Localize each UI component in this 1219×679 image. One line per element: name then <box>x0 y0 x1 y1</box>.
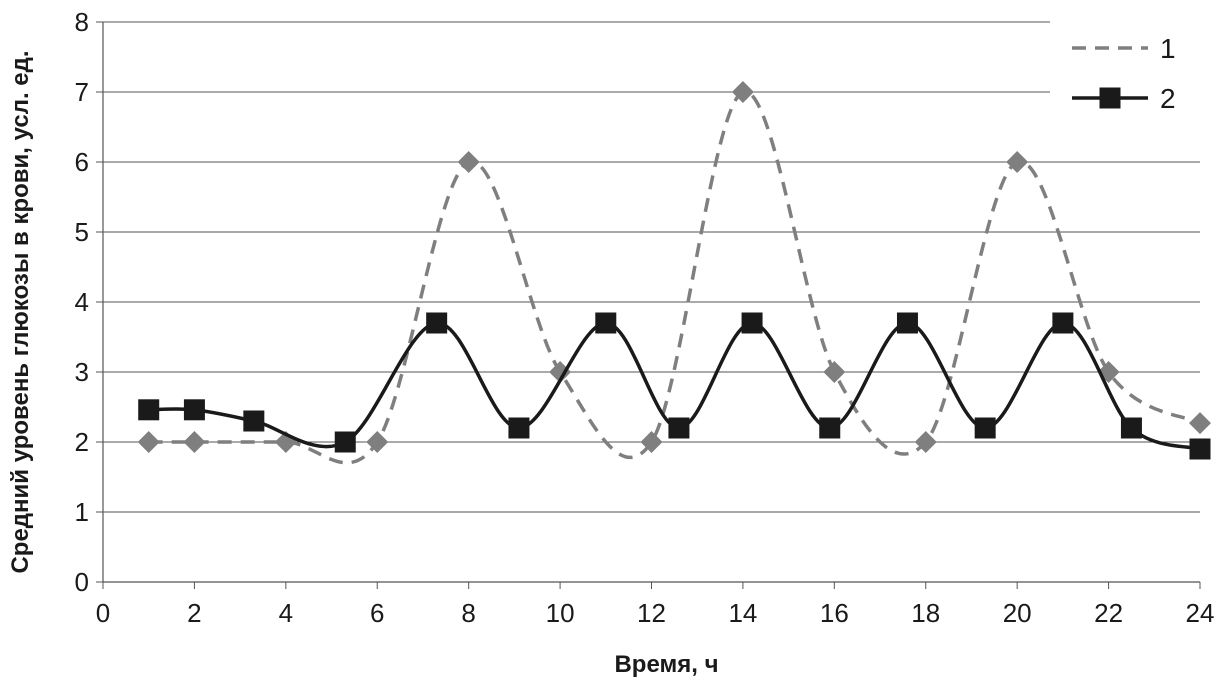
point-series-2-11 <box>974 417 996 439</box>
point-series-2-9 <box>819 417 841 439</box>
point-series-1-12 <box>1189 412 1211 435</box>
y-tick-label-4: 4 <box>75 287 89 317</box>
x-tick-label-6: 6 <box>370 598 384 628</box>
point-series-1-5 <box>549 361 572 383</box>
y-tick-label-2: 2 <box>75 427 89 457</box>
y-tick-label-7: 7 <box>75 77 89 107</box>
x-tick-label-24: 24 <box>1186 598 1215 628</box>
y-tick-label-0: 0 <box>75 567 89 597</box>
point-series-1-0 <box>137 431 160 453</box>
x-tick-label-18: 18 <box>911 598 940 628</box>
x-axis-title: Время, ч <box>614 651 718 678</box>
point-series-2-8 <box>741 312 763 334</box>
y-axis-title: Средний уровень глюкозы в крови, усл. ед… <box>7 50 34 573</box>
legend-label-series-2: 2 <box>1160 83 1176 114</box>
point-series-2-6 <box>595 312 617 334</box>
x-tick-label-14: 14 <box>728 598 757 628</box>
point-series-1-6 <box>640 431 663 453</box>
point-series-2-4 <box>426 312 448 334</box>
x-tick-label-16: 16 <box>820 598 849 628</box>
point-series-1-10 <box>1006 151 1029 173</box>
series-layer <box>137 81 1211 465</box>
legend-box <box>1050 18 1219 126</box>
x-tick-label-12: 12 <box>637 598 666 628</box>
point-series-2-5 <box>508 417 530 439</box>
y-tick-label-8: 8 <box>75 7 89 37</box>
x-tick-labels: 0 2 4 6 8 10 12 14 16 18 20 22 24 <box>96 598 1215 628</box>
x-tick-label-10: 10 <box>546 598 575 628</box>
point-series-2-12 <box>1052 312 1074 334</box>
point-series-2-1 <box>183 399 205 421</box>
x-tick-label-4: 4 <box>279 598 293 628</box>
point-series-1-3 <box>366 431 389 453</box>
series-1 <box>137 81 1211 465</box>
point-series-1-4 <box>457 151 480 173</box>
y-tick-label-3: 3 <box>75 357 89 387</box>
legend-label-series-1: 1 <box>1160 33 1176 64</box>
point-series-1-8 <box>823 361 846 383</box>
x-tick-label-20: 20 <box>1003 598 1032 628</box>
y-tick-label-1: 1 <box>75 497 89 527</box>
y-tick-label-5: 5 <box>75 217 89 247</box>
x-tick-label-22: 22 <box>1094 598 1123 628</box>
axes <box>96 21 1201 589</box>
point-series-1-1 <box>183 431 206 453</box>
series-2 <box>138 312 1211 460</box>
point-series-2-13 <box>1120 417 1142 439</box>
y-tick-label-6: 6 <box>75 147 89 177</box>
point-series-2-10 <box>896 312 918 334</box>
y-tick-labels: 0 1 2 3 4 5 6 7 8 <box>75 7 89 597</box>
point-series-2-2 <box>243 410 265 432</box>
point-series-2-14 <box>1189 438 1211 460</box>
x-tick-label-8: 8 <box>461 598 475 628</box>
x-tick-label-2: 2 <box>187 598 201 628</box>
point-series-2-3 <box>334 431 356 453</box>
legend: 1 2 <box>1050 18 1219 126</box>
x-tick-label-0: 0 <box>96 598 110 628</box>
point-series-1-9 <box>914 431 937 453</box>
point-series-2-0 <box>138 399 160 421</box>
point-series-2-7 <box>668 417 690 439</box>
legend-marker-series-2 <box>1099 87 1121 109</box>
point-series-1-7 <box>731 81 754 103</box>
